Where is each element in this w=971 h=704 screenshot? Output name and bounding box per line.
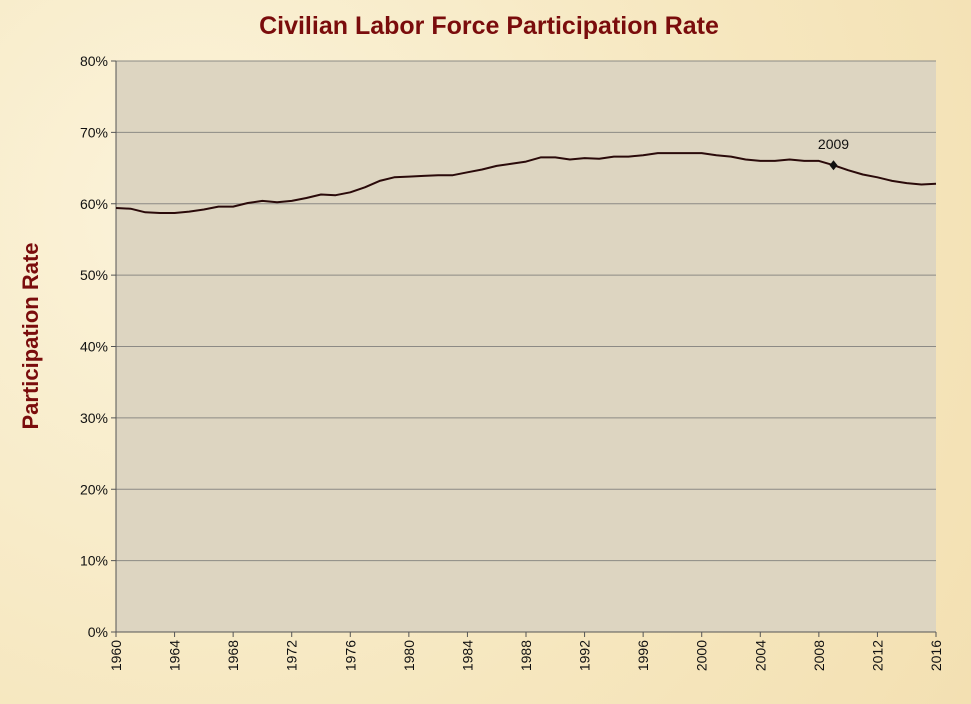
y-tick-label: 70% bbox=[80, 124, 108, 140]
x-tick-label: 1960 bbox=[108, 640, 124, 671]
annotation-label: 2009 bbox=[818, 136, 849, 152]
y-tick-label: 30% bbox=[80, 410, 108, 426]
series-line bbox=[115, 152, 937, 214]
x-tick-label: 1992 bbox=[577, 640, 593, 671]
x-tick-label: 1972 bbox=[284, 640, 300, 671]
y-tick-labels: 0% 10% 20% 30% 40% 50% 60% 70% 80% bbox=[80, 53, 108, 640]
y-tick-label: 50% bbox=[80, 267, 108, 283]
chart-title: Civilian Labor Force Participation Rate bbox=[259, 12, 719, 40]
x-tick-label: 1976 bbox=[342, 640, 358, 671]
axes bbox=[115, 61, 937, 637]
x-tick-label: 1988 bbox=[518, 640, 534, 671]
y-tick-label: 20% bbox=[80, 481, 108, 497]
x-tick-label: 1984 bbox=[459, 640, 475, 671]
x-tick-label: 2004 bbox=[752, 640, 768, 671]
y-tick-label: 40% bbox=[80, 339, 108, 355]
annotation-marker bbox=[829, 160, 838, 171]
x-tick-label: 1964 bbox=[167, 640, 183, 671]
x-tick-label: 1968 bbox=[225, 640, 241, 671]
y-tick-label: 60% bbox=[80, 196, 108, 212]
y-tick-label: 0% bbox=[88, 624, 108, 640]
y-tick-label: 10% bbox=[80, 553, 108, 569]
annotation-layer: 2009 bbox=[818, 136, 849, 171]
series-layer bbox=[115, 152, 937, 214]
y-tick-label: 80% bbox=[80, 53, 108, 69]
x-tick-label: 2000 bbox=[694, 640, 710, 671]
x-tick-label: 1996 bbox=[635, 640, 651, 671]
x-tick-labels: 1960 1964 1968 1972 1976 1980 1984 1988 1992 1996… bbox=[108, 640, 944, 671]
x-tick-label: 1980 bbox=[401, 640, 417, 671]
x-tick-label: 2016 bbox=[928, 640, 944, 671]
x-tick-label: 2008 bbox=[811, 640, 827, 671]
y-axis-label: Participation Rate bbox=[18, 242, 43, 429]
x-tick-label: 2012 bbox=[869, 640, 885, 671]
